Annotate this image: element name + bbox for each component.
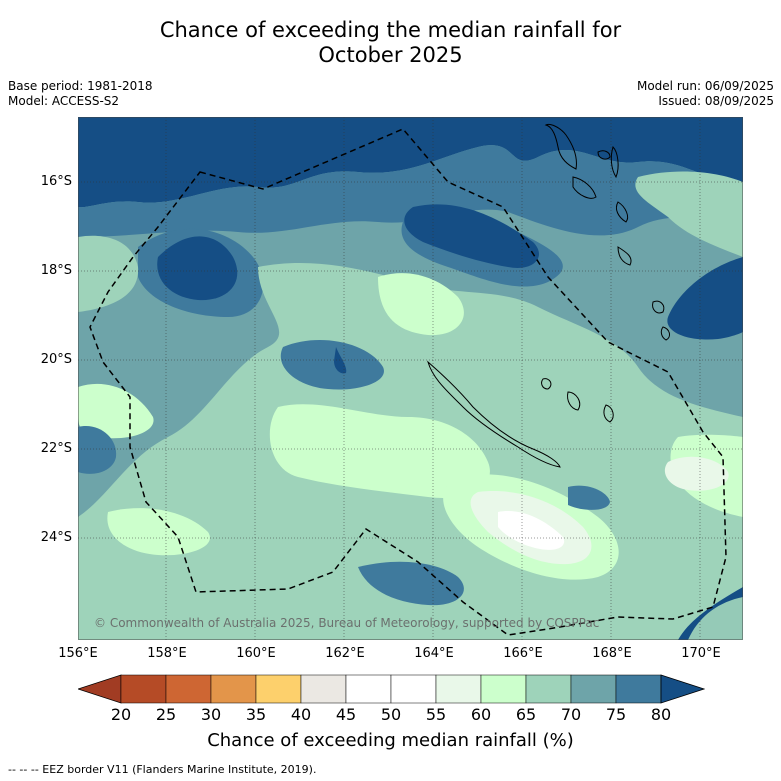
cb-tick-80: 80 <box>650 705 672 724</box>
loyalty-island-3 <box>603 404 614 423</box>
run-issued-info: Model run: 06/09/2025 Issued: 08/09/2025 <box>637 79 774 109</box>
graticule <box>78 117 743 640</box>
region-60-lower-left <box>107 508 210 556</box>
region-80-west <box>157 236 238 301</box>
copyright-text: © Commonwealth of Australia 2025, Bureau… <box>94 616 599 630</box>
model-run-text: Model run: 06/09/2025 <box>636 79 774 93</box>
lat-label-22s: 22°S <box>40 441 72 456</box>
colorbar-low-arrow <box>78 674 122 704</box>
eez-border <box>89 128 727 636</box>
cb-tick-25: 25 <box>155 705 177 724</box>
lon-label-166e: 166°E <box>503 646 543 661</box>
colorbar-label: Chance of exceeding median rainfall (%) <box>207 730 574 751</box>
loyalty-island-1 <box>541 378 552 390</box>
region-75-southeast <box>568 485 610 510</box>
lon-label-170e: 170°E <box>681 646 721 661</box>
cb-tick-55: 55 <box>425 705 447 724</box>
colorbar-bin-45-50 <box>345 674 392 704</box>
region-75-central <box>280 339 384 390</box>
colorbar-bin-55-60 <box>435 674 482 704</box>
vanuatu-island-1 <box>572 176 597 199</box>
cb-tick-45: 45 <box>335 705 357 724</box>
title-line-2: October 2025 <box>318 43 463 67</box>
rainfall-map: © Commonwealth of Australia 2025, Bureau… <box>78 117 743 640</box>
page-title: Chance of exceeding the median rainfall … <box>0 18 781 68</box>
region-80-central-north <box>404 204 539 268</box>
issued-text: Issued: 08/09/2025 <box>658 94 774 108</box>
lat-label-18s: 18°S <box>40 263 72 278</box>
colorbar-bin-75-80 <box>615 674 662 704</box>
region-55-east <box>664 456 729 491</box>
colorbar-bin-50-55 <box>390 674 437 704</box>
region-50-south-central <box>498 511 565 550</box>
colorbar-bin-35-40 <box>255 674 302 704</box>
region-65-west <box>78 235 139 312</box>
cb-tick-50: 50 <box>380 705 402 724</box>
east-island-2 <box>660 326 671 341</box>
colorbar-high-arrow <box>660 674 705 704</box>
vanuatu-island-5 <box>617 246 632 266</box>
lat-label-24s: 24°S <box>40 530 72 545</box>
lon-label-162e: 162°E <box>325 646 365 661</box>
title-line-1: Chance of exceeding the median rainfall … <box>159 18 622 42</box>
lon-label-168e: 168°E <box>592 646 632 661</box>
loyalty-island-2 <box>567 391 581 411</box>
lon-label-158e: 158°E <box>147 646 187 661</box>
region-60-central <box>269 404 490 498</box>
colorbar-bin-60-65 <box>480 674 527 704</box>
colorbar <box>78 674 705 704</box>
lon-label-156e: 156°E <box>58 646 98 661</box>
colorbar-bin-30-35 <box>210 674 257 704</box>
colorbar-bin-65-70 <box>525 674 572 704</box>
lon-label-164e: 164°E <box>414 646 454 661</box>
coastlines <box>427 124 671 468</box>
base-period-text: Base period: 1981-2018 <box>8 79 153 93</box>
region-65-northeast <box>635 171 743 257</box>
vanuatu-island-3 <box>610 146 619 179</box>
vanuatu-island-2 <box>597 150 611 160</box>
cb-tick-60: 60 <box>470 705 492 724</box>
region-60-southwest <box>78 383 154 439</box>
cb-tick-20: 20 <box>110 705 132 724</box>
eez-footnote: -- -- -- EEZ border V11 (Flanders Marine… <box>8 763 317 776</box>
lat-label-16s: 16°S <box>40 174 72 189</box>
cb-tick-75: 75 <box>605 705 627 724</box>
region-80-east <box>667 257 743 340</box>
region-75-south <box>358 561 464 606</box>
new-caledonia-coast <box>427 360 561 468</box>
region-75-north <box>78 145 743 237</box>
lon-label-160e: 160°E <box>236 646 276 661</box>
region-60-north-central <box>378 273 464 336</box>
region-75-southwest <box>78 426 117 474</box>
cb-tick-40: 40 <box>290 705 312 724</box>
map-frame <box>78 117 743 640</box>
colorbar-bin-20-25 <box>120 674 167 704</box>
vanuatu-north-coast <box>544 124 577 170</box>
colorbar-bin-25-30 <box>165 674 212 704</box>
cb-tick-30: 30 <box>200 705 222 724</box>
colorbar-bin-40-45 <box>300 674 347 704</box>
vanuatu-island-4 <box>615 201 629 223</box>
cb-tick-70: 70 <box>560 705 582 724</box>
region-80-central-spike <box>334 347 347 374</box>
region-60-southeast-corner <box>688 597 743 640</box>
lat-label-20s: 20°S <box>40 352 72 367</box>
cb-tick-65: 65 <box>515 705 537 724</box>
base-model-info: Base period: 1981-2018 Model: ACCESS-S2 <box>8 79 153 109</box>
region-80-north <box>78 117 743 208</box>
colorbar-bin-70-75 <box>570 674 617 704</box>
cb-tick-35: 35 <box>245 705 267 724</box>
model-text: Model: ACCESS-S2 <box>8 94 120 108</box>
east-island-1 <box>652 300 665 314</box>
